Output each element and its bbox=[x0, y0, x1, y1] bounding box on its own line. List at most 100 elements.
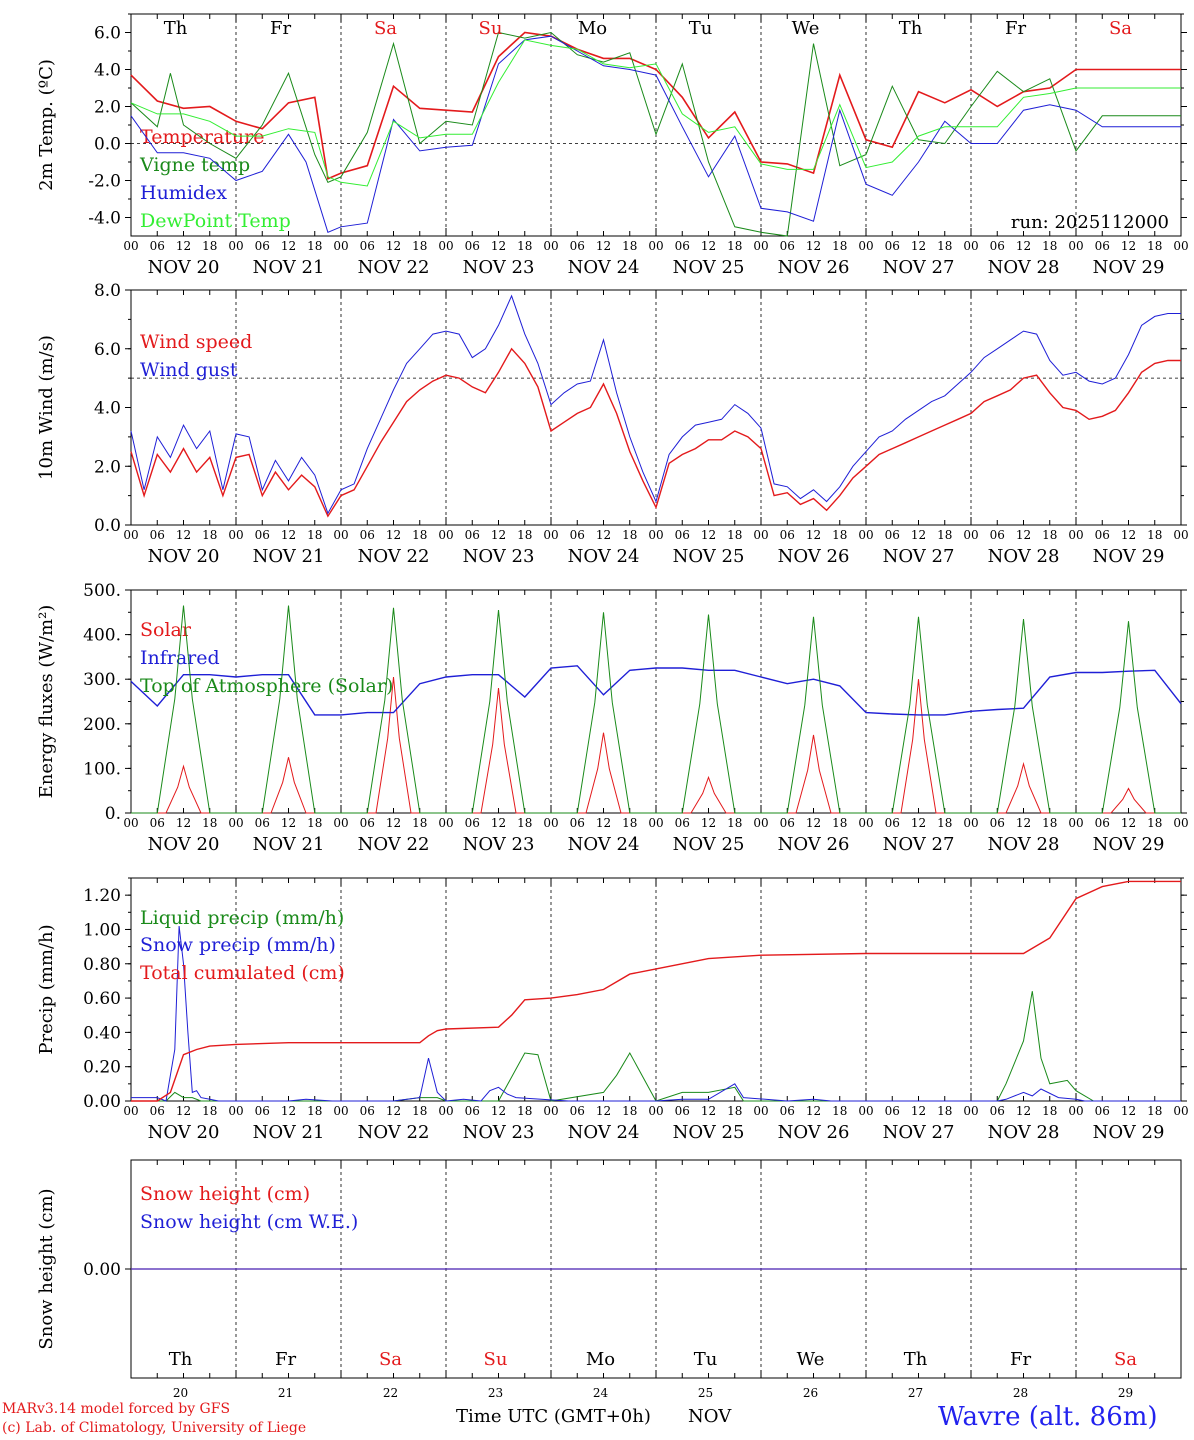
date-label: NOV 23 bbox=[463, 546, 535, 567]
weekday-label: Mo bbox=[586, 1349, 615, 1370]
weekday-label: Fr bbox=[275, 1349, 296, 1370]
hour-tick-label: 00 bbox=[228, 1104, 243, 1118]
hour-tick-label: 18 bbox=[202, 1104, 217, 1118]
date-label: NOV 24 bbox=[568, 1122, 640, 1143]
hour-tick-label: 00 bbox=[228, 239, 243, 253]
date-label: NOV 26 bbox=[778, 834, 850, 855]
hour-tick-label: 00 bbox=[963, 816, 978, 830]
hour-tick-label: 18 bbox=[1147, 816, 1162, 830]
hour-tick-label: 18 bbox=[202, 239, 217, 253]
hour-tick-label: 12 bbox=[596, 1104, 611, 1118]
hour-tick-label: 00 bbox=[333, 1104, 348, 1118]
hour-tick-label: 00 bbox=[228, 816, 243, 830]
hour-tick-label: 00 bbox=[1173, 528, 1188, 542]
hour-tick-label: 12 bbox=[701, 528, 716, 542]
hour-tick-label: 00 bbox=[963, 528, 978, 542]
legend-entry: Snow precip (mm/h) bbox=[140, 934, 336, 956]
hour-tick-label: 18 bbox=[727, 1104, 742, 1118]
run-label: run: 2025112000 bbox=[1011, 212, 1169, 233]
hour-tick-label: 12 bbox=[701, 816, 716, 830]
hour-tick-label: 18 bbox=[1042, 816, 1057, 830]
hour-tick-label: 00 bbox=[543, 816, 558, 830]
date-label: NOV 27 bbox=[883, 546, 955, 567]
date-label: NOV 24 bbox=[568, 834, 640, 855]
hour-tick-label: 06 bbox=[885, 528, 900, 542]
hour-tick-label: 18 bbox=[202, 528, 217, 542]
legend-entry: DewPoint Temp bbox=[140, 210, 291, 232]
date-label: NOV 28 bbox=[988, 257, 1060, 278]
hour-tick-label: 12 bbox=[1121, 239, 1136, 253]
panel-wind: 00 06 12 18 00 06 12 18 00 06 12 18 00 06 12 18 00 06 12 18… bbox=[36, 281, 1189, 567]
hour-tick-label: 00 bbox=[1068, 528, 1083, 542]
month-label: NOV bbox=[688, 1406, 732, 1427]
hour-tick-label: 06 bbox=[150, 1104, 165, 1118]
date-label: NOV 29 bbox=[1093, 257, 1165, 278]
y-axis-label: Precip (mm/h) bbox=[36, 924, 57, 1054]
hour-tick-label: 12 bbox=[281, 1104, 296, 1118]
weekday-label: Mo bbox=[578, 18, 607, 39]
hour-tick-label: 06 bbox=[675, 528, 690, 542]
hour-tick-label: 12 bbox=[806, 1104, 821, 1118]
hour-tick-label: 12 bbox=[596, 239, 611, 253]
legend-entry: Solar bbox=[140, 619, 192, 641]
y-tick-label: 200. bbox=[83, 715, 121, 735]
hour-tick-label: 00 bbox=[648, 816, 663, 830]
hour-tick-label: 00 bbox=[1068, 1104, 1083, 1118]
weekday-label: Th bbox=[164, 18, 188, 39]
panel-energy: 00 06 12 18 00 06 12 18 00 06 12 18 00 06 12 18 00 06 12 18… bbox=[36, 581, 1189, 855]
legend-entry: Vigne temp bbox=[139, 154, 250, 176]
y-tick-label: 4.0 bbox=[94, 399, 121, 419]
hour-tick-label: 00 bbox=[333, 816, 348, 830]
hour-tick-label: 18 bbox=[832, 239, 847, 253]
hour-tick-label: 06 bbox=[990, 816, 1005, 830]
series-line-vigne-temp bbox=[130, 31, 1181, 237]
hour-tick-label: 18 bbox=[1147, 1104, 1162, 1118]
hour-tick-label: 12 bbox=[806, 528, 821, 542]
footer-credit-1: MARv3.14 model forced by GFS bbox=[2, 1401, 231, 1417]
hour-tick-label: 18 bbox=[832, 816, 847, 830]
legend-entry: Infrared bbox=[140, 647, 220, 669]
hour-tick-label: 06 bbox=[570, 528, 585, 542]
y-tick-label: 6.0 bbox=[94, 340, 121, 360]
hour-tick-label: 06 bbox=[1095, 1104, 1110, 1118]
hour-tick-label: 06 bbox=[780, 239, 795, 253]
hour-tick-label: 12 bbox=[701, 1104, 716, 1118]
legend-entry: Wind gust bbox=[140, 359, 238, 381]
hour-tick-label: 06 bbox=[150, 528, 165, 542]
hour-tick-label: 00 bbox=[753, 816, 768, 830]
hour-tick-label: 12 bbox=[386, 816, 401, 830]
weekday-label: Sa bbox=[1109, 18, 1132, 39]
weekday-label: Th bbox=[904, 1349, 928, 1370]
hour-tick-label: 12 bbox=[386, 1104, 401, 1118]
hour-tick-label: 00 bbox=[1068, 239, 1083, 253]
y-tick-label: 1.00 bbox=[83, 920, 121, 940]
date-label: NOV 29 bbox=[1093, 1122, 1165, 1143]
date-label: NOV 22 bbox=[358, 546, 430, 567]
legend-entry: Humidex bbox=[140, 182, 227, 204]
day-number-label: 25 bbox=[698, 1386, 713, 1400]
hour-tick-label: 00 bbox=[1173, 239, 1188, 253]
hour-tick-label: 00 bbox=[648, 239, 663, 253]
date-label: NOV 20 bbox=[148, 546, 220, 567]
legend-entry: Top of Atmosphere (Solar) bbox=[140, 675, 393, 697]
day-number-label: 27 bbox=[908, 1386, 923, 1400]
hour-tick-label: 18 bbox=[517, 239, 532, 253]
y-tick-label: 0.60 bbox=[83, 989, 121, 1009]
y-axis-label: 2m Temp. (ºC) bbox=[36, 59, 57, 191]
hour-tick-label: 06 bbox=[570, 816, 585, 830]
hour-tick-label: 12 bbox=[911, 1104, 926, 1118]
series-line-temperature bbox=[130, 31, 1181, 180]
date-label: NOV 29 bbox=[1093, 834, 1165, 855]
hour-tick-label: 00 bbox=[858, 528, 873, 542]
weekday-label: Sa bbox=[1114, 1349, 1137, 1370]
date-label: NOV 25 bbox=[673, 834, 745, 855]
hour-tick-label: 06 bbox=[360, 1104, 375, 1118]
date-label: NOV 27 bbox=[883, 834, 955, 855]
hour-tick-label: 12 bbox=[176, 528, 191, 542]
date-label: NOV 23 bbox=[463, 834, 535, 855]
hour-tick-label: 18 bbox=[937, 528, 952, 542]
y-tick-label: 500. bbox=[83, 581, 121, 601]
date-label: NOV 27 bbox=[883, 257, 955, 278]
y-axis-label: 10m Wind (m/s) bbox=[36, 335, 57, 480]
